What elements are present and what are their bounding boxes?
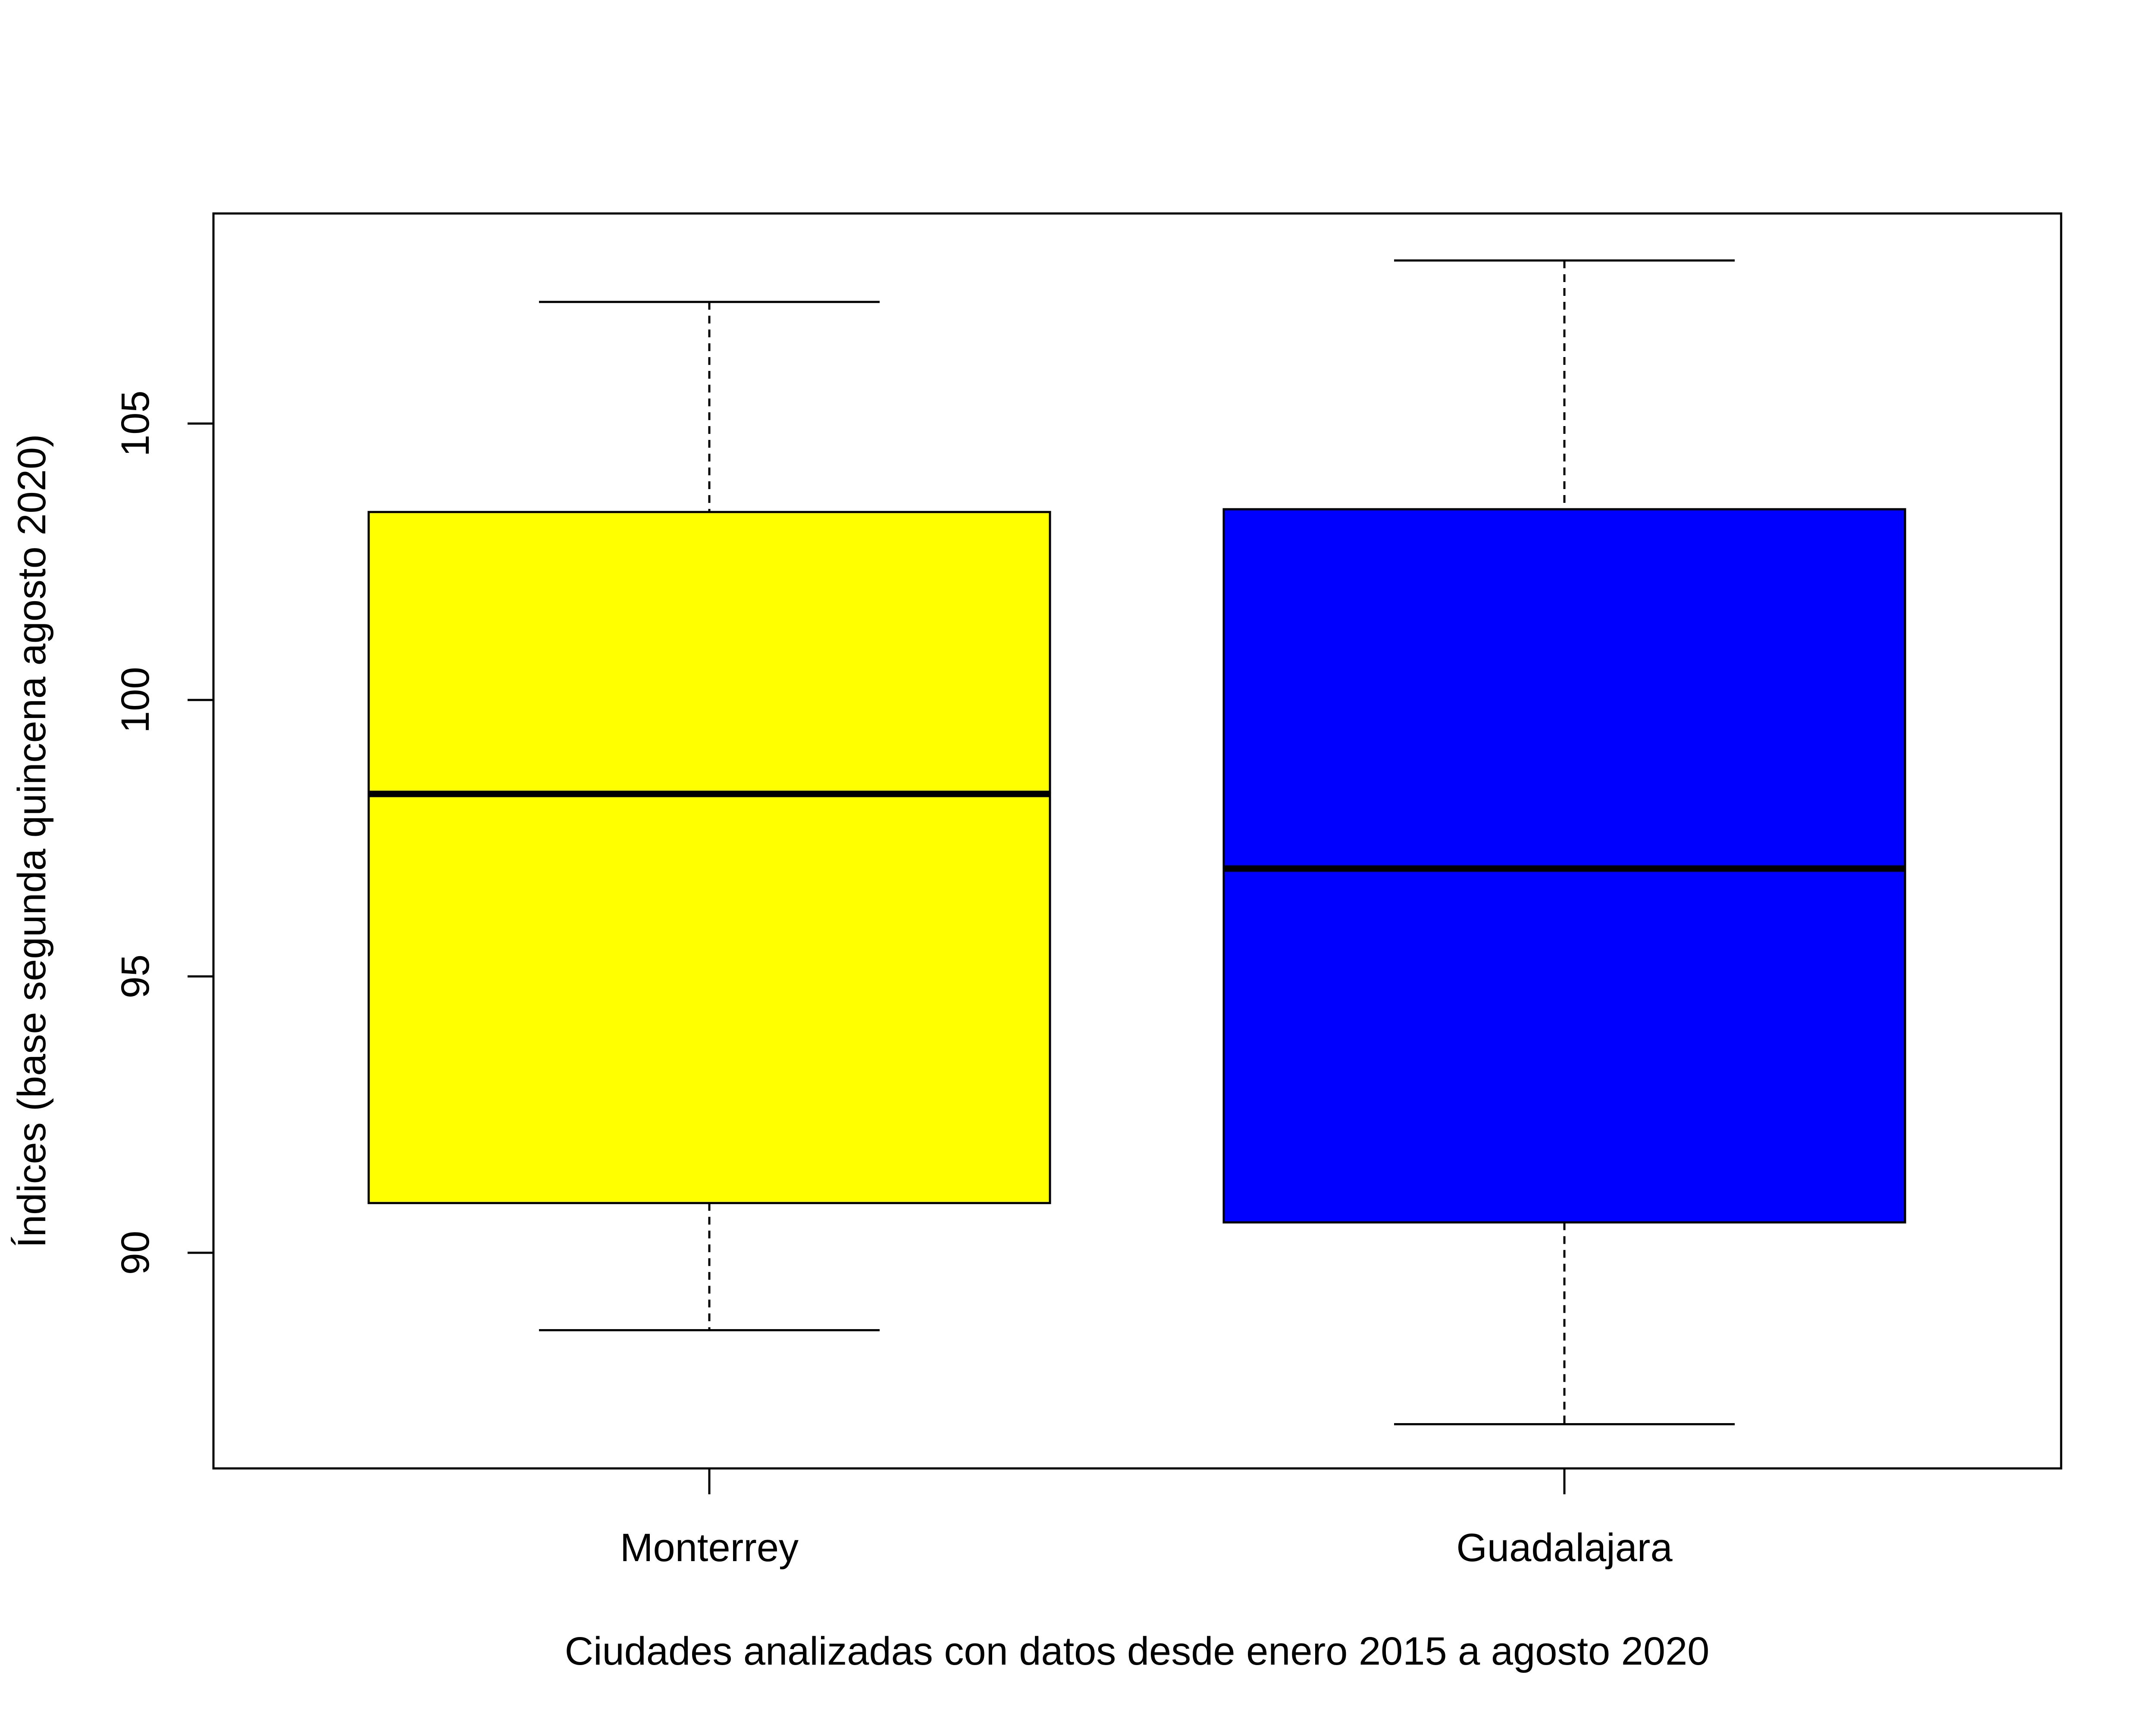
x-tick-label-monterrey: Monterrey bbox=[620, 1526, 799, 1570]
x-axis-label: Ciudades analizadas con datos desde ener… bbox=[565, 1629, 1710, 1673]
y-tick-label-105: 105 bbox=[113, 390, 157, 456]
y-axis: 90 95 100 105 bbox=[113, 390, 213, 1275]
y-tick-label-100: 100 bbox=[113, 667, 157, 733]
monterrey-box bbox=[367, 511, 1051, 1204]
boxes-layer bbox=[367, 259, 1906, 1425]
x-axis: Monterrey Guadalajara bbox=[620, 1468, 1673, 1570]
y-tick-label-90: 90 bbox=[113, 1231, 157, 1275]
plot-frame bbox=[212, 212, 2062, 1470]
y-tick-label-95: 95 bbox=[113, 954, 157, 998]
y-axis-label: Índices (base segunda quincena agosto 20… bbox=[10, 434, 54, 1248]
x-tick-label-guadalajara: Guadalajara bbox=[1456, 1526, 1673, 1570]
